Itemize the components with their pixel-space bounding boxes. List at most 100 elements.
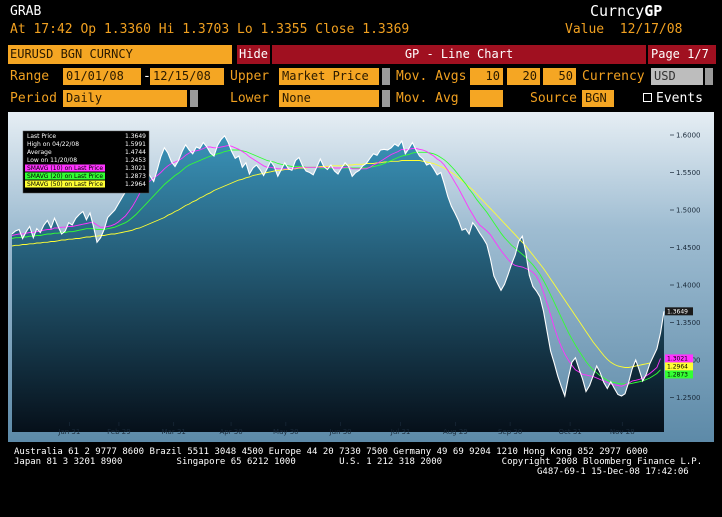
legend-label: Low on 11/20/08: [27, 157, 77, 164]
legend-value: 1.4744: [125, 149, 146, 156]
brand-suffix: GP: [644, 2, 663, 20]
y-tick-label: 1.6000: [676, 132, 701, 140]
right-value-label: 1.2873: [667, 372, 688, 379]
mov-avg-input[interactable]: [470, 90, 503, 107]
hi-label: Hi: [158, 22, 175, 37]
x-tick-label: Jul 31: [390, 428, 411, 436]
brand-prefix: Curncy: [590, 2, 645, 20]
hide-button[interactable]: Hide: [237, 45, 270, 64]
events-checkbox[interactable]: [643, 93, 652, 102]
price-area-fill: [12, 135, 664, 433]
x-tick-label: Mar 31: [162, 428, 186, 436]
op-label: Op: [80, 22, 97, 37]
chart-title-bar: GP - Line Chart: [272, 45, 646, 64]
right-value-box: [665, 307, 693, 316]
right-value-box: [665, 362, 693, 371]
legend-label: SMAVG (50) on Last Price (1): [27, 181, 113, 188]
legend-label: SMAVG (10) on Last Price (1): [27, 165, 113, 172]
legend-value: 1.2873: [125, 173, 146, 180]
chart-series: [11, 134, 665, 399]
legend-value: 1.2453: [125, 157, 146, 164]
chart-function-title: GP - Line Chart: [404, 47, 514, 61]
value-date: 12/17/08: [619, 22, 683, 37]
range-separator: -: [143, 69, 151, 84]
legend-label: Last Price: [27, 133, 56, 140]
legend-label: Average: [27, 149, 52, 156]
legend-label: High on 04/22/08: [27, 141, 79, 148]
price-chart: 1.6000 1.5500 1.5000 1.4500 1.4000 1.3500 1.30…: [8, 112, 714, 442]
y-tick-label: 1.5000: [676, 207, 701, 215]
at-value: 17:42: [33, 22, 73, 37]
upper-dropdown-icon[interactable]: [382, 68, 390, 85]
right-value-box: [665, 354, 693, 363]
x-tick-label: Aug 29: [443, 428, 468, 436]
mov-avgs-label: Mov. Avgs: [396, 69, 467, 84]
events-label: Events: [656, 91, 703, 106]
y-tick-label: 1.5500: [676, 169, 701, 177]
at-label: At: [10, 22, 26, 37]
range-label: Range: [10, 69, 50, 84]
upper-select[interactable]: Market Price: [279, 68, 379, 85]
mov-avg-label: Mov. Avg: [396, 91, 459, 106]
right-value-label: 1.2964: [667, 364, 688, 371]
lo-value: 1.3355: [260, 22, 308, 37]
legend-swatch: [25, 180, 105, 188]
page-number: Page 1/7: [651, 47, 709, 61]
security-field[interactable]: EURUSD BGN CURNCY: [8, 45, 232, 64]
right-value-label: 1.3649: [667, 309, 688, 316]
close-value: 1.3369: [362, 22, 410, 37]
lower-select[interactable]: None: [279, 90, 379, 107]
right-value-label: 1.3021: [667, 356, 688, 363]
y-tick-label: 1.3500: [676, 319, 701, 327]
close-label: Close: [315, 22, 355, 37]
ma2-input[interactable]: 20: [507, 68, 540, 85]
right-value-box: [665, 370, 693, 379]
legend-value: 1.3021: [125, 165, 146, 172]
source-input[interactable]: BGN: [582, 90, 614, 107]
value-label: Value: [565, 22, 605, 37]
period-label: Period: [10, 91, 57, 106]
x-tick-label: Feb 29: [107, 428, 131, 436]
footer-line-3: G487-69-1 15-Dec-08 17:42:06: [537, 467, 689, 477]
series-line-smavg-1: [11, 145, 661, 387]
legend-value: 1.2964: [125, 181, 146, 188]
currency-dropdown-icon[interactable]: [705, 68, 713, 85]
x-tick-label: Oct 31: [558, 428, 581, 436]
x-tick-label: May 30: [273, 428, 299, 436]
chart-legend: Last Price 1.3649 High on 04/22/08 1.5991 Av…: [22, 130, 150, 194]
y-tick-label: 1.4000: [676, 282, 701, 290]
op-value: 1.3360: [103, 22, 151, 37]
period-dropdown-icon[interactable]: [190, 90, 198, 107]
period-select[interactable]: Daily: [63, 90, 187, 107]
hi-value: 1.3703: [182, 22, 230, 37]
x-tick-label: Apr 30: [219, 428, 242, 436]
range-end-input[interactable]: 12/15/08: [150, 68, 224, 85]
x-tick-label: Nov 28: [610, 428, 635, 436]
range-start-input[interactable]: 01/01/08: [63, 68, 141, 85]
legend-swatch: [25, 164, 105, 172]
x-tick-label: Jan 31: [57, 428, 80, 436]
x-tick-label: Jun 30: [329, 428, 352, 436]
footer-line-2: Japan 81 3 3201 8900 Singapore 65 6212 1…: [14, 457, 703, 467]
source-label: Source: [530, 91, 577, 106]
quote-line: At 17:42 Op 1.3360 Hi 1.3703 Lo 1.3355 C…: [10, 22, 409, 38]
ma1-input[interactable]: 10: [470, 68, 503, 85]
currency-select[interactable]: USD: [651, 68, 703, 85]
legend-value: 1.5991: [125, 141, 146, 148]
y-tick-label: 1.4500: [676, 244, 701, 252]
series-line-last-price: [11, 134, 665, 399]
x-tick-label: Sep 30: [498, 428, 522, 436]
upper-label: Upper: [230, 69, 270, 84]
lo-label: Lo: [237, 22, 253, 37]
x-axis: Jan 31 Feb 29 Mar 31 Apr 30 May 30 Jun 30 Jul …: [57, 422, 635, 436]
ma3-input[interactable]: 50: [543, 68, 576, 85]
value-date-line: Value 12/17/08: [565, 22, 682, 38]
function-brand: CurncyGP: [590, 3, 662, 20]
security-name: EURUSD BGN CURNCY: [10, 47, 133, 61]
lower-label: Lower: [230, 91, 270, 106]
legend-swatch: [25, 172, 105, 180]
y-tick-label: 1.2500: [676, 394, 701, 402]
page-indicator[interactable]: Page 1/7: [648, 45, 716, 64]
lower-dropdown-icon[interactable]: [382, 90, 390, 107]
